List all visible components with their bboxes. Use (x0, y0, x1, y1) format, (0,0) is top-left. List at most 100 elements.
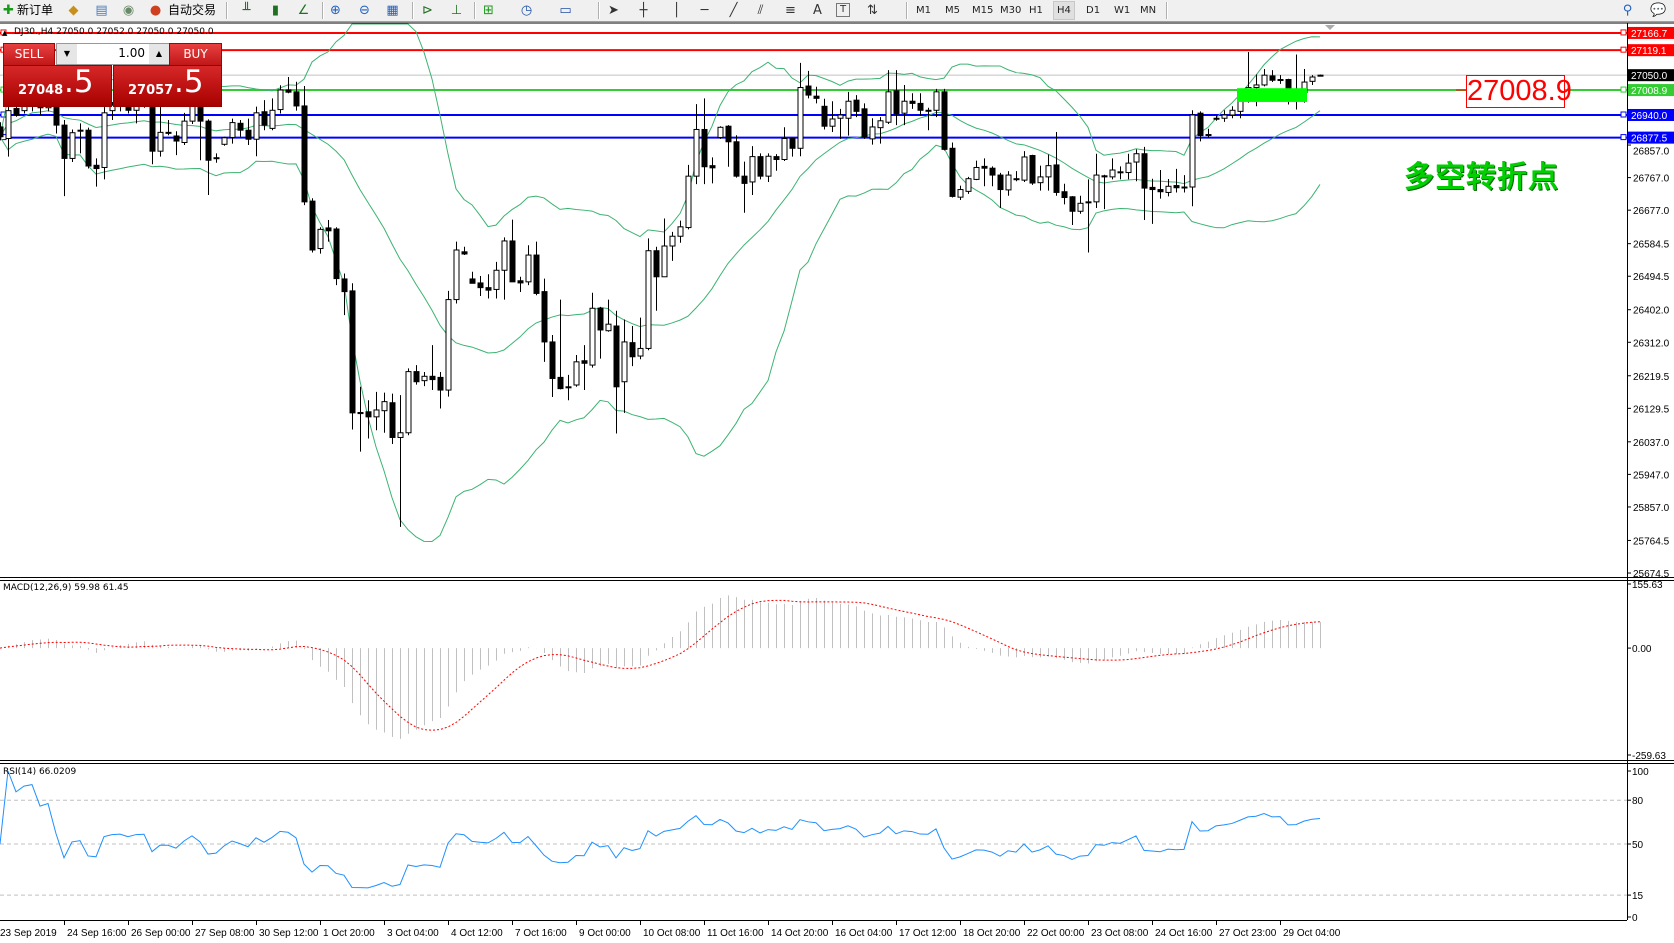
level-price-label: 26877.5 (1631, 134, 1668, 145)
current-price-label: 27050.0 (1631, 71, 1668, 82)
candle (1005, 171, 1012, 196)
chat-icon[interactable]: 💬 (1650, 3, 1667, 18)
new-order-icon[interactable]: ✚ (3, 3, 14, 18)
candle-body (373, 409, 380, 418)
timeframe-m1[interactable]: M1 (916, 5, 931, 16)
time-tick-label: 10 Oct 08:00 (643, 928, 701, 939)
chart-title: DJ30.,H4 27050.0 27052.0 27050.0 27050.0 (14, 27, 214, 37)
candle (653, 246, 660, 311)
templates-icon[interactable]: ▭ (559, 3, 572, 18)
candle-body (1109, 169, 1116, 178)
trendline-icon[interactable]: ╱ (729, 3, 738, 18)
zoom-in-icon[interactable]: ⊕ (330, 3, 341, 18)
new-order-button[interactable]: 新订单 (17, 3, 54, 17)
market-watch-icon[interactable]: ◆ (68, 3, 79, 18)
candle-body (1141, 153, 1148, 189)
horizontal-line-icon[interactable]: ─ (700, 3, 709, 18)
cursor-icon[interactable]: ➤ (608, 3, 619, 18)
bar-chart-icon[interactable]: ╨ (242, 3, 251, 18)
candle (917, 93, 924, 116)
candle (1181, 175, 1188, 193)
sell-button[interactable]: SELL (3, 43, 55, 66)
search-icon[interactable]: ⚲ (1622, 3, 1633, 18)
periods-icon[interactable]: ◷ (520, 3, 533, 18)
candle (501, 237, 508, 300)
candle-body (493, 269, 500, 290)
candle-body (349, 290, 356, 414)
auto-trading-button[interactable]: 自动交易 (168, 3, 217, 17)
candle-body (357, 412, 364, 415)
fibonacci-icon[interactable]: ⫽ (757, 3, 764, 18)
candle-body (61, 124, 68, 159)
timeframe-h1[interactable]: H1 (1029, 5, 1043, 16)
candle (589, 292, 596, 368)
price-annotation-label[interactable]: 27008.9 (1466, 75, 1572, 108)
time-tick-label: 7 Oct 16:00 (515, 928, 567, 939)
level-anchor (1620, 29, 1627, 36)
level-price-label-bg (1628, 84, 1674, 97)
candlestick-icon[interactable]: ▮ (271, 3, 280, 18)
candle-body (309, 200, 316, 251)
auto-trading-icon[interactable]: ● (149, 3, 162, 18)
time-tick-label: 24 Sep 16:00 (67, 928, 127, 939)
candle (725, 125, 732, 167)
crosshair-icon[interactable]: ┼ (639, 3, 648, 18)
arrows-icon[interactable]: ⇅ (867, 3, 878, 18)
data-window-icon[interactable]: ▤ (95, 3, 108, 18)
timeframe-m30[interactable]: M30 (1000, 5, 1022, 16)
sell-price-button[interactable]: 27048 .5 (3, 64, 112, 107)
timeframe-w1[interactable]: W1 (1114, 5, 1131, 16)
lot-size-stepper[interactable]: ▼ 1.00 ▲ (56, 43, 170, 65)
time-tick-label: 23 Sep 2019 (0, 928, 57, 939)
line-chart-icon[interactable]: ∠ (297, 3, 310, 18)
candle-body (325, 227, 332, 232)
price-tick-label: 26857.0 (1633, 147, 1670, 158)
indicators-icon[interactable]: ⊞ (483, 3, 494, 18)
vertical-line-icon[interactable]: │ (672, 3, 681, 18)
candle (621, 319, 628, 413)
candle-body (397, 432, 404, 438)
lot-size-input[interactable]: 1.00 (118, 46, 145, 60)
candle-body (965, 178, 972, 192)
candle-body (797, 86, 804, 149)
zone-rectangle[interactable] (1237, 88, 1307, 102)
candle (997, 172, 1004, 209)
timeframe-mn[interactable]: MN (1140, 5, 1157, 16)
chart-menu-icon[interactable]: ▲ (2, 29, 8, 37)
candle (981, 158, 988, 187)
toolbar-separator (906, 2, 908, 19)
fibonacci-fan-icon[interactable]: ≡ (785, 3, 796, 18)
lot-decrease-button[interactable]: ▼ (57, 44, 77, 64)
candle (469, 271, 476, 284)
candle (1149, 178, 1156, 224)
tile-windows-icon[interactable]: ▦ (386, 3, 399, 18)
candle (885, 70, 892, 125)
text-label-icon[interactable]: T (836, 3, 850, 17)
timeframe-m15[interactable]: M15 (972, 5, 994, 16)
navigator-icon[interactable]: ◉ (122, 3, 135, 18)
buy-price-button[interactable]: 27057 .5 (113, 64, 222, 107)
auto-scroll-icon[interactable]: ⊳ (422, 3, 433, 18)
candle (733, 135, 740, 178)
zoom-out-icon[interactable]: ⊖ (359, 3, 370, 18)
timeframe-m5[interactable]: M5 (945, 5, 960, 16)
buy-button[interactable]: BUY (169, 43, 222, 66)
pivot-annotation-text[interactable]: 多空转折点 (1404, 160, 1559, 195)
timeframe-h4[interactable]: H4 (1053, 1, 1075, 20)
candle-body (781, 138, 788, 161)
time-tick-label: 23 Oct 08:00 (1091, 928, 1149, 939)
text-icon[interactable]: A (813, 3, 822, 18)
candle (309, 198, 316, 253)
candle (277, 85, 284, 114)
candle (357, 386, 364, 452)
timeframe-d1[interactable]: D1 (1086, 5, 1101, 16)
lot-increase-button[interactable]: ▲ (149, 44, 169, 64)
candle (861, 103, 868, 139)
price-tick-label: 26129.5 (1633, 404, 1670, 415)
candle (1205, 128, 1212, 138)
chart-shift-icon[interactable]: ⊥ (450, 3, 463, 18)
candle-body (701, 128, 708, 168)
candle-body (1045, 165, 1052, 178)
candle (61, 120, 68, 197)
